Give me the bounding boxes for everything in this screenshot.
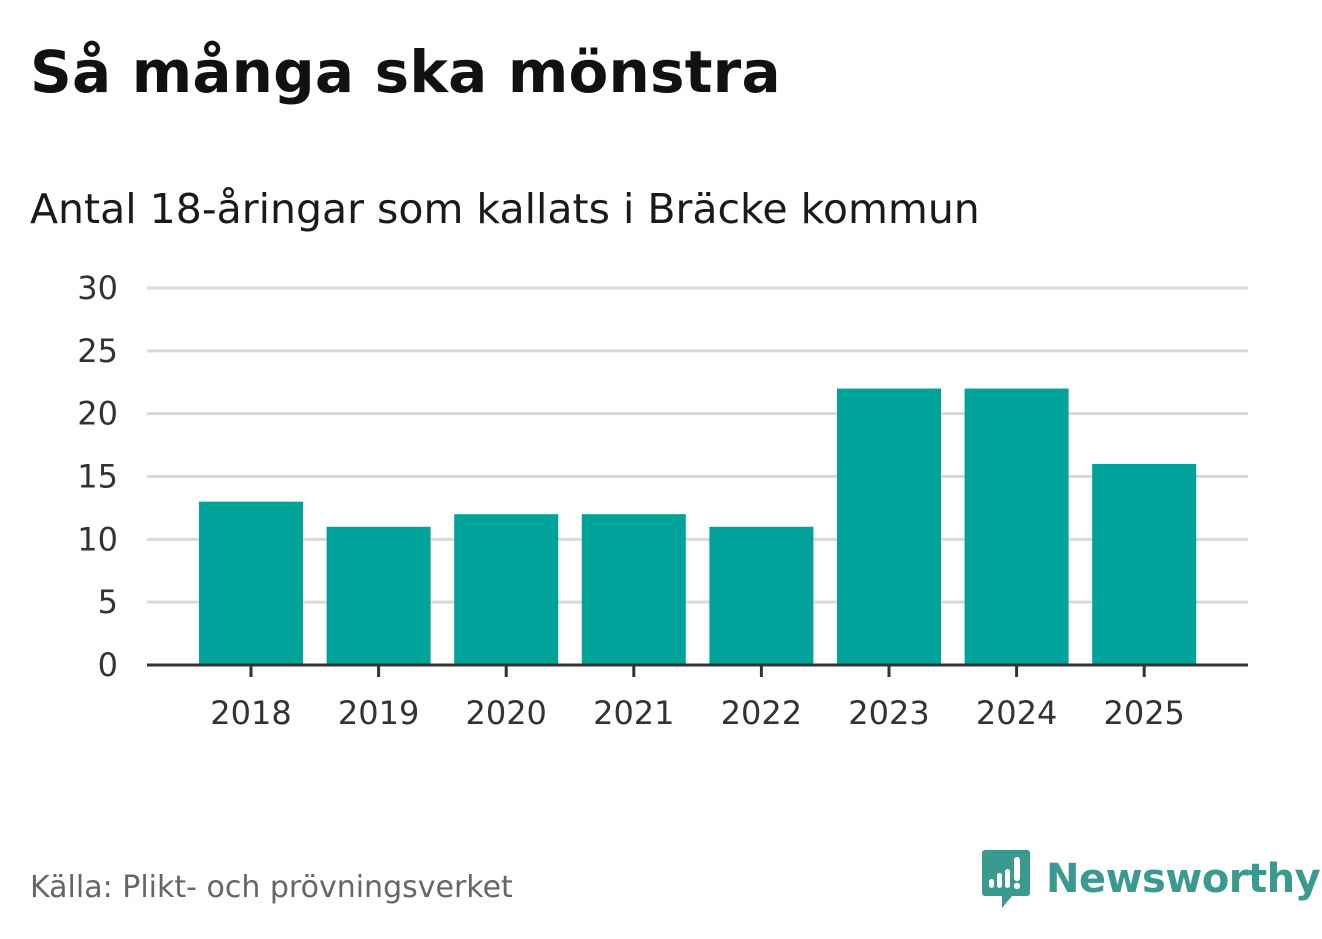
y-axis-ticks: 0 5 10 15 20 25 30 (77, 269, 118, 684)
bar-2020 (454, 514, 559, 665)
x-tick-label: 2021 (593, 694, 674, 732)
chart-title: Så många ska mönstra (30, 38, 781, 106)
x-tick-label: 2025 (1103, 694, 1184, 732)
bar-2018 (199, 501, 303, 665)
x-tick-label: 2018 (210, 694, 291, 732)
gridlines (147, 286, 1248, 604)
bars (199, 388, 1197, 665)
x-tick-label: 2023 (848, 694, 929, 732)
y-tick-label: 15 (77, 458, 118, 496)
bar-2022 (709, 526, 814, 665)
chart-subtitle: Antal 18-åringar som kallats i Bräcke ko… (30, 185, 980, 233)
y-tick-label: 0 (98, 646, 118, 684)
newsworthy-logo-icon (982, 850, 1030, 908)
y-tick-label: 25 (77, 332, 118, 370)
x-axis (147, 663, 1248, 677)
x-tick-label: 2020 (465, 694, 546, 732)
y-tick-label: 10 (77, 520, 118, 558)
x-tick-label: 2019 (338, 694, 419, 732)
x-axis-ticks: 2018 2019 2020 2021 2022 2023 2024 2025 (210, 694, 1185, 732)
bar-2023 (837, 388, 941, 665)
bar-2024 (964, 388, 1069, 665)
bar-2025 (1092, 463, 1197, 665)
x-tick-label: 2022 (721, 694, 802, 732)
x-tick-label: 2024 (976, 694, 1057, 732)
y-tick-label: 30 (77, 269, 118, 307)
y-tick-label: 20 (77, 395, 118, 433)
bar-2019 (326, 526, 431, 665)
brand-name: Newsworthy (1046, 856, 1321, 902)
bar-2021 (581, 514, 686, 665)
source-note: Källa: Plikt- och prövningsverket (30, 870, 513, 905)
brand-logo: Newsworthy (982, 848, 1321, 910)
y-tick-label: 5 (98, 583, 118, 621)
